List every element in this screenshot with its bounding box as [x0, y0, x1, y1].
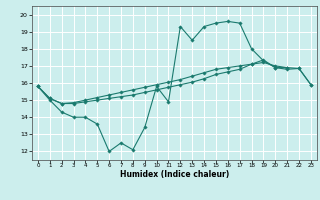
X-axis label: Humidex (Indice chaleur): Humidex (Indice chaleur) — [120, 170, 229, 179]
